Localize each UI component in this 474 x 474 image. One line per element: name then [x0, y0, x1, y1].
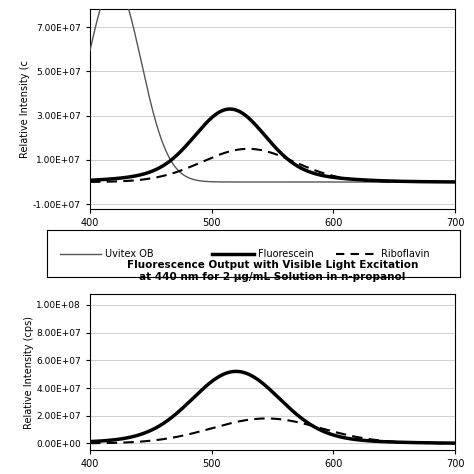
X-axis label: Wavelength (nm): Wavelength (nm): [230, 230, 315, 240]
Text: Riboflavin: Riboflavin: [382, 248, 430, 259]
Text: Fluorescence Output with Visible Light Excitation
at 440 nm for 2 μg/mL Solution: Fluorescence Output with Visible Light E…: [127, 260, 418, 282]
Y-axis label: Relative Intensity (c: Relative Intensity (c: [20, 60, 30, 158]
Y-axis label: Relative Intensity (cps): Relative Intensity (cps): [24, 316, 34, 428]
Text: Fluorescein: Fluorescein: [258, 248, 313, 259]
Text: Uvitex OB: Uvitex OB: [105, 248, 154, 259]
